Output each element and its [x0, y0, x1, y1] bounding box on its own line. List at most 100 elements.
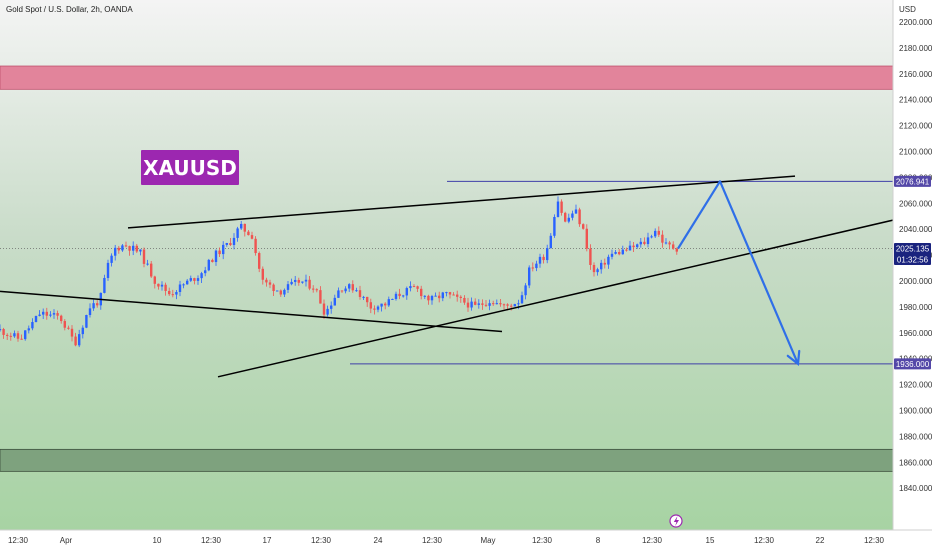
candle-body [27, 328, 30, 331]
candle-body [45, 311, 48, 316]
projection-layer[interactable] [677, 180, 801, 366]
candle-body [564, 212, 567, 222]
candle [157, 283, 160, 290]
y-tick-label: 1960.000 [899, 329, 932, 338]
candle-body [474, 301, 477, 305]
candle [607, 254, 610, 269]
candle [164, 282, 167, 296]
candle [168, 287, 171, 296]
candle [351, 280, 354, 293]
candle-body [222, 244, 225, 255]
candle-body [168, 290, 171, 295]
candle-body [351, 284, 354, 291]
candle-body [103, 277, 106, 293]
candle-body [416, 286, 419, 289]
price-badges: 2076.941 1936.000 2025.135 01:32:56 [894, 175, 931, 370]
candle [171, 289, 174, 298]
projection-path[interactable] [677, 180, 800, 365]
candle [265, 277, 268, 287]
candle [675, 247, 678, 255]
time-axis-panel[interactable] [0, 530, 932, 550]
candle-body [582, 224, 585, 229]
candle-body [636, 244, 639, 248]
trend-layer[interactable] [0, 175, 894, 378]
candle-body [85, 314, 88, 328]
current-price-badge-countdown: 01:32:56 [897, 255, 929, 264]
candle-body [405, 288, 408, 296]
candle-body [319, 290, 322, 304]
candle [182, 283, 185, 289]
candle-body [132, 245, 135, 251]
candle-body [621, 249, 624, 255]
candle-body [456, 294, 459, 297]
candle [358, 285, 362, 300]
candle-body [366, 296, 369, 303]
candle-body [294, 279, 297, 282]
candle [222, 241, 225, 260]
candle-body [2, 329, 5, 335]
candle-body [171, 294, 174, 296]
candle-body [445, 292, 448, 294]
candle [646, 232, 650, 248]
price-axis-panel[interactable] [893, 0, 932, 530]
candle-body [520, 295, 524, 304]
candle [664, 238, 668, 245]
candle-body [204, 270, 207, 274]
candle [484, 300, 488, 307]
candle-body [538, 256, 542, 264]
candle-body [654, 230, 657, 237]
symbol-label: XAUUSD [143, 156, 237, 180]
candle [106, 259, 110, 281]
candle [520, 291, 524, 304]
candle [319, 286, 322, 304]
x-tick-label: 12:30 [422, 536, 443, 545]
current-price-badge-bg [894, 242, 931, 265]
candle [618, 249, 621, 256]
candle [470, 297, 473, 311]
candle [621, 245, 624, 255]
candle-body [391, 298, 394, 300]
candle-body [546, 248, 549, 261]
candle-body [315, 289, 318, 291]
candle [286, 281, 290, 293]
candle-body [466, 302, 470, 308]
lightning-icon[interactable] [669, 514, 683, 528]
candle [240, 221, 243, 230]
candle-body [664, 242, 668, 244]
price-badge-1936.000-bg [894, 358, 931, 370]
candle [124, 241, 128, 248]
candle [322, 299, 326, 320]
candle-body [434, 295, 437, 297]
candle-body [261, 268, 264, 280]
candle [366, 296, 369, 307]
candle [369, 298, 372, 314]
candle [344, 286, 347, 294]
candle-body [477, 303, 480, 305]
candle-body [24, 330, 27, 340]
trendline-1[interactable] [0, 290, 503, 333]
y-tick-label: 1980.000 [899, 303, 932, 312]
candle [549, 233, 552, 249]
candle-body [423, 295, 426, 297]
candle-body [312, 288, 315, 290]
candle-body [340, 290, 344, 292]
trendline-2[interactable] [127, 175, 796, 229]
candle [441, 291, 444, 302]
candle-body [139, 249, 142, 252]
trendline-3[interactable] [217, 219, 894, 378]
candle-body [60, 315, 63, 322]
candle [430, 294, 434, 305]
candle-body [506, 304, 509, 306]
candle [63, 319, 66, 331]
candle [301, 281, 304, 284]
projection-arrowhead [786, 349, 801, 366]
candle-body [618, 251, 621, 255]
candle [142, 247, 146, 268]
candle-body [186, 280, 189, 285]
price-badge-1936.000: 1936.000 [896, 360, 930, 369]
candle-body [402, 295, 405, 297]
candle-body [387, 299, 390, 306]
candle [423, 295, 426, 300]
candle-body [524, 285, 527, 296]
